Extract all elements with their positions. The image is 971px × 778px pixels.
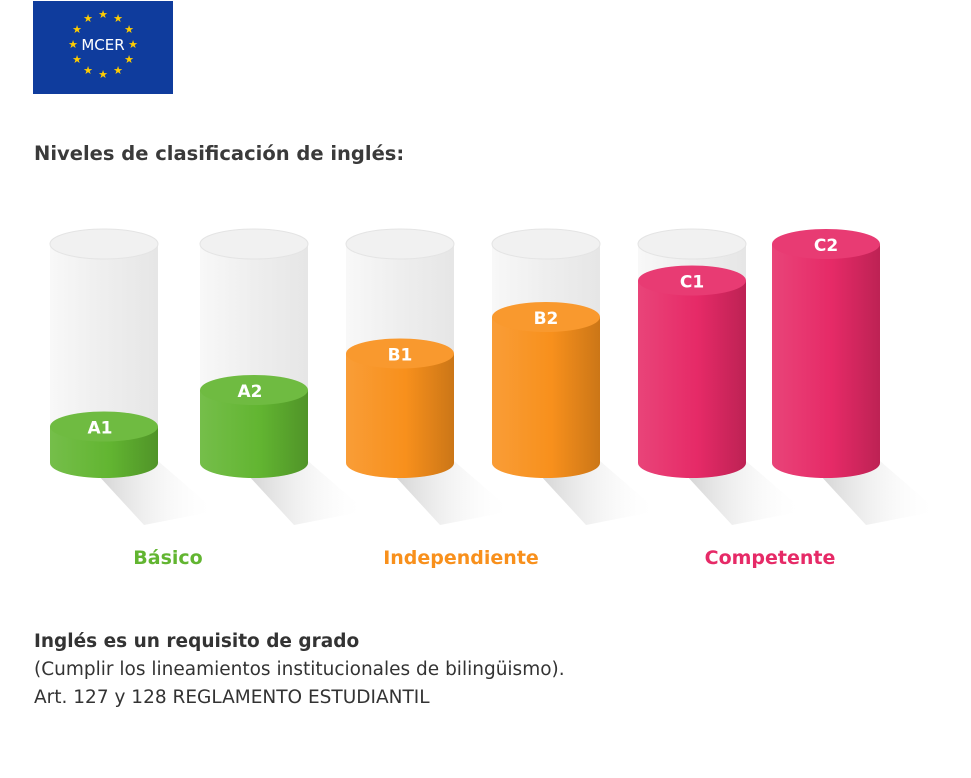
group-label-basico: Básico (133, 547, 203, 569)
footer-subtitle: (Cumplir los lineamientos institucionale… (34, 659, 565, 680)
bar-top-c1 (638, 265, 746, 296)
star-icon: ★ (113, 64, 123, 77)
footer-title: Inglés es un requisito de grado (34, 631, 360, 652)
bar-shadow (540, 461, 658, 525)
star-icon: ★ (83, 64, 93, 77)
star-icon: ★ (124, 53, 134, 66)
footer-text: Inglés es un requisito de grado (Cumplir… (34, 628, 565, 712)
empty-tube (50, 244, 158, 427)
group-label-independiente: Independiente (383, 547, 539, 569)
bar-c2 (772, 244, 880, 478)
star-icon: ★ (68, 38, 78, 51)
bar-label-c1: C1 (680, 273, 704, 293)
empty-tube-top (49, 228, 159, 260)
bar-shadow (98, 461, 216, 525)
bar-top-c2 (772, 229, 880, 259)
page-heading: Niveles de clasificación de inglés: (34, 142, 405, 165)
star-icon: ★ (83, 12, 93, 25)
bar-c1 (638, 280, 746, 478)
eu-flag-icon: MCER ★ ★★★★★★★★★★★ (68, 8, 138, 81)
star-icon: ★ (72, 23, 82, 36)
star-icon: ★ (98, 68, 108, 81)
bar-a2 (200, 390, 308, 478)
group-label-competente: Competente (704, 547, 836, 569)
bar-shadow (394, 461, 512, 525)
star-icon: ★ (128, 38, 138, 51)
empty-tube-top (345, 228, 455, 260)
bar-shadow (248, 461, 366, 525)
bar-top-b1 (346, 338, 454, 369)
bar-label-c2: C2 (814, 236, 838, 256)
bar-b1 (346, 353, 454, 478)
bar-shadow (686, 461, 804, 525)
empty-tube-top (637, 228, 747, 260)
bar-label-a1: A1 (88, 419, 113, 439)
footer-reference: Art. 127 y 128 REGLAMENTO ESTUDIANTIL (34, 687, 430, 708)
bar-top-b2 (492, 302, 600, 332)
bar-label-b1: B1 (388, 346, 413, 366)
empty-tube (346, 244, 454, 354)
empty-tube (200, 244, 308, 390)
mcer-logo: MCER ★ ★ ★ ★ ★ ★ ★ ★ ★ ★ ★ ★ (33, 1, 173, 94)
bar-shadow (820, 461, 938, 525)
bar-b2 (492, 317, 600, 478)
levels-chart: A1 A2 B1 B2 C1 C2 (49, 228, 938, 525)
empty-tube-top (491, 228, 601, 260)
star-icon: ★ (124, 23, 134, 36)
bar-label-a2: A2 (238, 382, 263, 402)
star-icon: ★ (98, 8, 108, 21)
bar-top-a2 (200, 375, 308, 405)
empty-tube (492, 244, 600, 317)
logo-text: MCER (81, 36, 124, 54)
empty-tube-top (199, 228, 309, 260)
star-icon: ★ (113, 12, 123, 25)
bar-top-a1 (50, 411, 158, 442)
bar-label-b2: B2 (534, 309, 559, 329)
star-icon: ★ (72, 53, 82, 66)
